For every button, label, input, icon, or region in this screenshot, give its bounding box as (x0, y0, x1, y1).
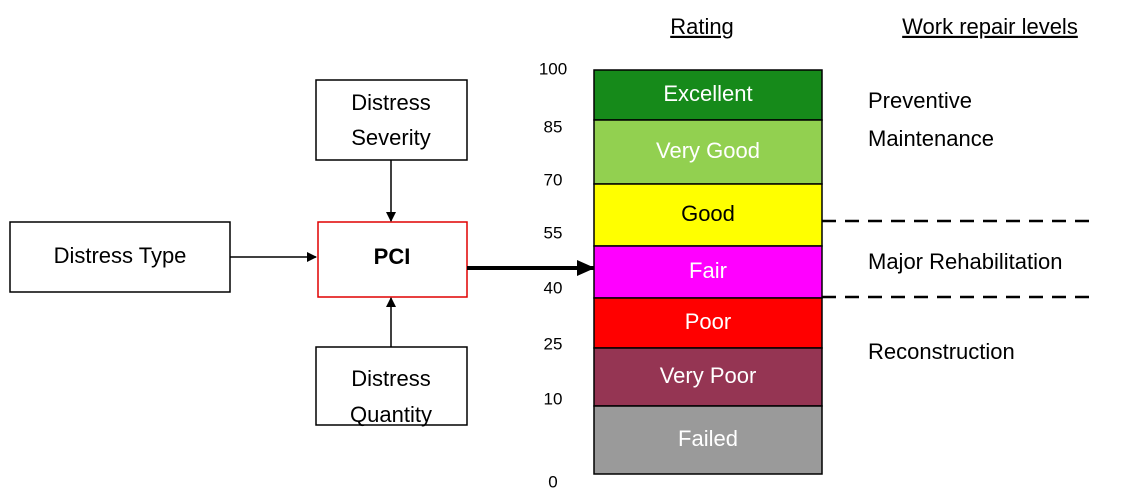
rating-label: Fair (689, 258, 727, 283)
repair-label: Preventive (868, 88, 972, 113)
scale-label: 55 (544, 223, 563, 242)
rating-label: Good (681, 201, 735, 226)
box (9, 221, 231, 293)
rating-band (593, 69, 823, 121)
scale-label: 40 (544, 278, 563, 297)
rating-band (593, 183, 823, 247)
header: Work repair levels (902, 14, 1078, 39)
box (315, 79, 468, 161)
rating-label: Very Good (656, 138, 760, 163)
rating-label: Failed (678, 426, 738, 451)
box-label: Quantity (350, 402, 432, 427)
pci-box (317, 221, 468, 298)
repair-label: Maintenance (868, 126, 994, 151)
rating-label: Excellent (663, 81, 752, 106)
rating-band (593, 405, 823, 475)
rating-band (593, 245, 823, 299)
repair-label: Major Rehabilitation (868, 249, 1062, 274)
rating-band (593, 119, 823, 185)
pci-label: PCI (374, 244, 411, 269)
scale-label: 100 (539, 59, 567, 78)
box-label: Distress Type (54, 243, 187, 268)
rating-band (593, 347, 823, 407)
rating-label: Very Poor (660, 363, 757, 388)
box-label: Severity (351, 125, 430, 150)
rating-band (593, 297, 823, 349)
rating-label: Poor (685, 309, 731, 334)
scale-label: 70 (544, 170, 563, 189)
scale-label: 0 (548, 472, 557, 490)
scale-label: 85 (544, 117, 563, 136)
scale-label: 10 (544, 389, 563, 408)
box-label: Distress (351, 366, 430, 391)
box-label: Distress (351, 90, 430, 115)
header: Rating (670, 14, 734, 39)
scale-label: 25 (544, 334, 563, 353)
repair-label: Reconstruction (868, 339, 1015, 364)
